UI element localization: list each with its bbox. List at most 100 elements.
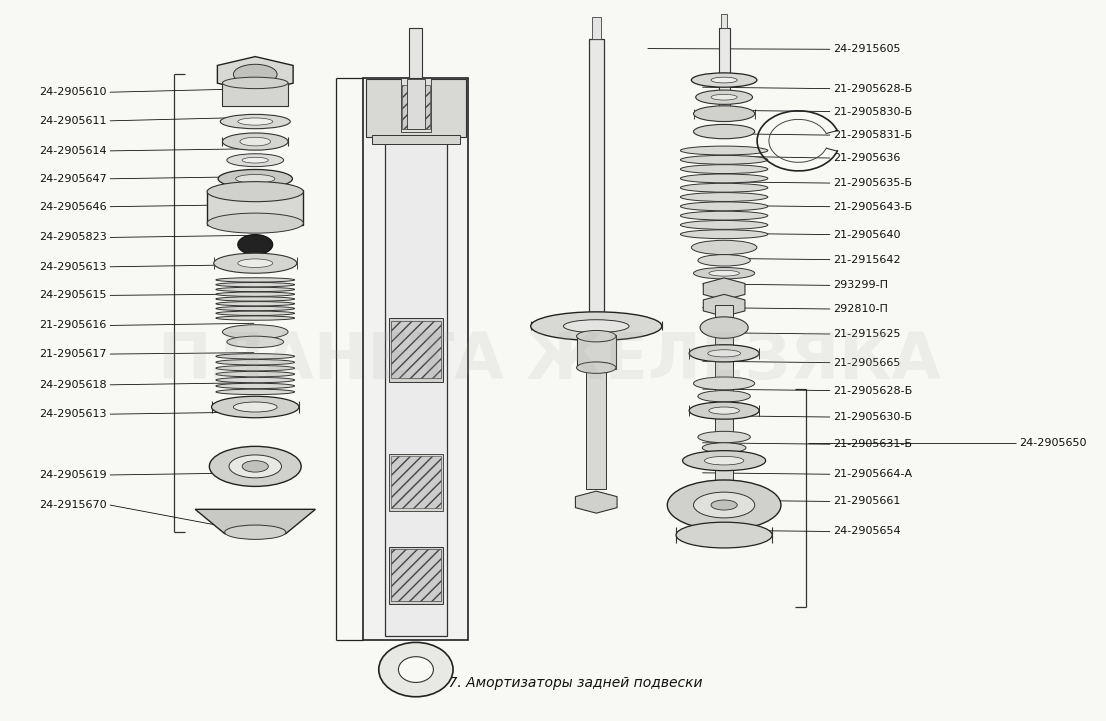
Ellipse shape	[698, 391, 750, 402]
Ellipse shape	[682, 451, 765, 471]
Ellipse shape	[398, 657, 434, 683]
Ellipse shape	[680, 164, 768, 174]
Ellipse shape	[218, 169, 292, 188]
Ellipse shape	[531, 312, 661, 340]
Ellipse shape	[242, 157, 269, 163]
Text: 21-2905628-Б: 21-2905628-Б	[834, 386, 912, 396]
Ellipse shape	[680, 183, 768, 193]
Text: 21-2905630-Б: 21-2905630-Б	[834, 412, 912, 422]
Text: 21-2905665: 21-2905665	[834, 358, 900, 368]
Ellipse shape	[216, 311, 294, 316]
Ellipse shape	[216, 297, 294, 301]
Ellipse shape	[216, 366, 294, 371]
Ellipse shape	[220, 115, 290, 128]
Ellipse shape	[680, 156, 768, 164]
Text: 21-2905617: 21-2905617	[39, 349, 106, 359]
Ellipse shape	[216, 360, 294, 365]
Ellipse shape	[207, 182, 303, 202]
Text: 24-2905610: 24-2905610	[39, 87, 106, 97]
Bar	[400, 78, 431, 132]
Ellipse shape	[216, 306, 294, 311]
Ellipse shape	[238, 259, 273, 267]
Text: 24-2905611: 24-2905611	[39, 116, 106, 126]
Bar	[222, 83, 288, 106]
Ellipse shape	[709, 270, 740, 276]
Ellipse shape	[209, 446, 301, 487]
Text: 21-2905631-Б: 21-2905631-Б	[834, 439, 912, 449]
Bar	[409, 28, 422, 78]
Bar	[390, 321, 441, 379]
Ellipse shape	[242, 461, 269, 472]
Polygon shape	[703, 294, 745, 317]
Ellipse shape	[227, 154, 283, 167]
Ellipse shape	[689, 345, 759, 362]
Ellipse shape	[698, 255, 750, 266]
Ellipse shape	[691, 240, 757, 255]
Ellipse shape	[211, 397, 299, 417]
Text: 21-2905616: 21-2905616	[39, 320, 106, 330]
Ellipse shape	[216, 283, 294, 287]
Text: 21-2905830-Б: 21-2905830-Б	[834, 107, 912, 117]
Ellipse shape	[216, 377, 294, 383]
Ellipse shape	[238, 234, 273, 255]
Ellipse shape	[222, 324, 288, 339]
Text: 21-2905831-Б: 21-2905831-Б	[834, 130, 912, 140]
Text: 292810-П: 292810-П	[834, 304, 888, 314]
Bar	[373, 135, 460, 143]
Ellipse shape	[680, 230, 768, 239]
Bar	[592, 17, 601, 38]
Text: 24-2905613: 24-2905613	[39, 262, 106, 272]
Ellipse shape	[216, 278, 294, 282]
Text: 21-2915642: 21-2915642	[834, 255, 901, 265]
Polygon shape	[218, 56, 293, 92]
Bar	[385, 81, 447, 636]
Bar	[366, 79, 467, 136]
Text: 21-2905636: 21-2905636	[834, 153, 900, 163]
Ellipse shape	[225, 525, 285, 539]
Ellipse shape	[693, 492, 754, 518]
Text: 21-2905635-Б: 21-2905635-Б	[834, 178, 912, 188]
Ellipse shape	[576, 362, 616, 373]
Text: 21-2905628-Б: 21-2905628-Б	[834, 84, 912, 94]
Ellipse shape	[222, 77, 288, 89]
Ellipse shape	[691, 73, 757, 87]
Ellipse shape	[378, 642, 453, 696]
Bar	[388, 454, 444, 510]
Bar	[588, 38, 604, 317]
Ellipse shape	[213, 253, 296, 273]
Ellipse shape	[216, 301, 294, 306]
Ellipse shape	[696, 90, 752, 105]
Ellipse shape	[680, 202, 768, 211]
Bar	[388, 547, 444, 603]
Text: 24-2905615: 24-2905615	[39, 291, 106, 301]
Ellipse shape	[676, 522, 772, 548]
Ellipse shape	[236, 174, 275, 183]
Bar	[586, 368, 606, 490]
Ellipse shape	[705, 456, 744, 465]
Bar	[716, 305, 733, 497]
Ellipse shape	[667, 480, 781, 530]
Text: 24-2905614: 24-2905614	[39, 146, 106, 156]
Polygon shape	[575, 491, 617, 513]
Text: 24-2905613: 24-2905613	[39, 409, 106, 419]
Ellipse shape	[216, 389, 294, 394]
Text: 21-2905643-Б: 21-2905643-Б	[834, 202, 912, 212]
Ellipse shape	[216, 316, 294, 320]
Text: 24-2905823: 24-2905823	[39, 232, 106, 242]
Ellipse shape	[693, 125, 754, 138]
Text: 24-2905646: 24-2905646	[39, 202, 106, 212]
Ellipse shape	[711, 94, 738, 100]
Bar	[407, 79, 425, 129]
Ellipse shape	[233, 64, 278, 84]
Ellipse shape	[700, 317, 748, 338]
Ellipse shape	[698, 431, 750, 443]
Ellipse shape	[233, 402, 278, 412]
Ellipse shape	[680, 193, 768, 201]
Ellipse shape	[240, 137, 271, 146]
Ellipse shape	[711, 500, 738, 510]
Text: 21-2905661: 21-2905661	[834, 497, 900, 506]
Ellipse shape	[563, 319, 629, 332]
Ellipse shape	[680, 174, 768, 183]
Ellipse shape	[680, 221, 768, 229]
Bar	[576, 335, 616, 369]
